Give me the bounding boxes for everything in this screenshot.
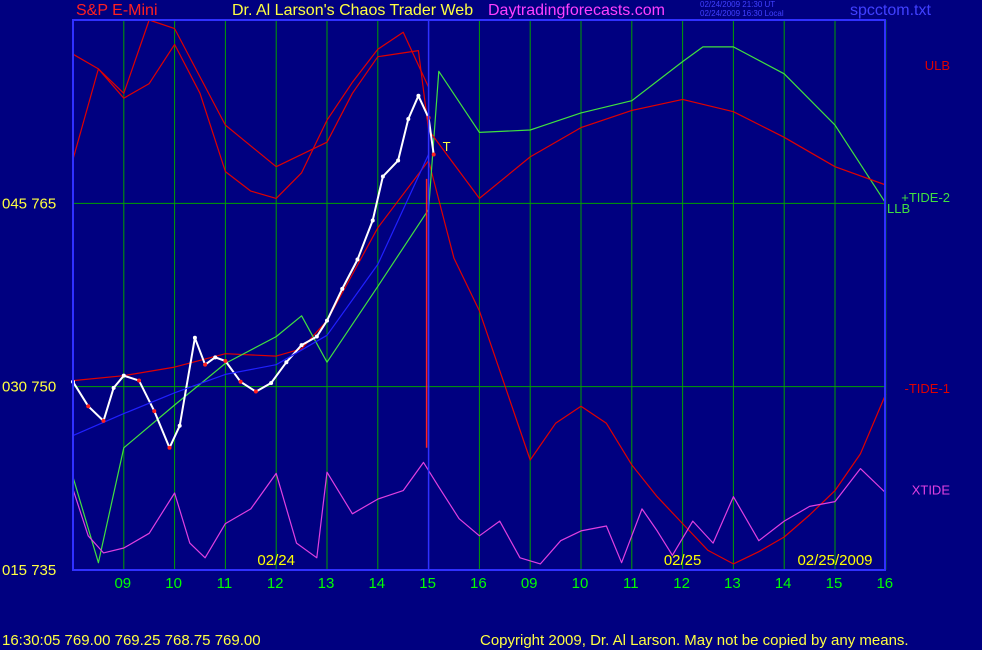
- price-point: [406, 117, 411, 121]
- x-tick-label: 11: [623, 575, 639, 592]
- price-point: [416, 93, 421, 98]
- price-point: [238, 379, 243, 384]
- plot-frame: [72, 19, 886, 571]
- price-point: [253, 389, 258, 394]
- series-label-tide-2: +TIDE-2: [901, 190, 950, 205]
- x-tick-label: 15: [826, 575, 843, 592]
- price-point: [431, 152, 436, 157]
- price-point: [86, 404, 91, 409]
- series-label-llb: LLB: [887, 201, 910, 216]
- date-label: 02/25: [664, 552, 702, 569]
- price-point: [203, 362, 208, 367]
- label-layer: 045 765 030 750 015 735 09 10 11 12 13 14 15 16 09 1…: [2, 58, 950, 592]
- symbol-title: S&P E-Mini: [76, 2, 158, 19]
- ut-timestamp: 02/24/2009 21:30 UT: [700, 0, 776, 9]
- y-axis-label: 030 750: [2, 379, 56, 396]
- price-point: [340, 286, 345, 291]
- chart-title: Dr. Al Larson's Chaos Trader Web: [232, 2, 474, 19]
- y-axis-label: 015 735: [2, 562, 56, 579]
- price-point: [177, 423, 182, 428]
- series-label-ulb: ULB: [925, 58, 950, 73]
- series-line-xtide: [72, 461, 887, 565]
- x-tick-label: 16: [470, 575, 487, 592]
- x-tick-label: 11: [217, 575, 233, 592]
- series-line-llb: [72, 160, 887, 565]
- y-axis-label: 045 765: [2, 195, 56, 212]
- date-label: 02/25/2009: [797, 552, 872, 569]
- x-tick-label: 16: [876, 575, 893, 592]
- x-tick-label: 09: [114, 575, 131, 592]
- x-tick-label: 13: [318, 575, 335, 592]
- x-tick-label: 10: [165, 575, 182, 592]
- site-link[interactable]: Daytradingforecasts.com: [488, 2, 665, 19]
- price-point: [380, 174, 385, 179]
- series-line-tide-1: [72, 19, 887, 199]
- price-point: [101, 418, 106, 423]
- x-tick-label: 12: [673, 575, 690, 592]
- price-point: [314, 334, 319, 339]
- grid-layer: [73, 20, 887, 570]
- x-tick-label: 09: [521, 575, 538, 592]
- price-point: [325, 318, 329, 323]
- price-point: [192, 335, 197, 340]
- price-point: [284, 360, 289, 365]
- x-tick-label: 14: [775, 575, 792, 592]
- price-point: [152, 409, 157, 414]
- series-line-average: [72, 154, 430, 437]
- price-point: [355, 257, 360, 262]
- price-point: [223, 359, 228, 363]
- price-point: [370, 218, 375, 223]
- series-line-tide-2: [72, 46, 887, 564]
- series-layer: [71, 19, 887, 570]
- price-point: [137, 378, 142, 383]
- x-tick-label: 10: [572, 575, 589, 592]
- x-tick-label: 13: [724, 575, 741, 592]
- price-point: [213, 355, 218, 360]
- series-line-ulb: [72, 31, 430, 199]
- price-point: [121, 373, 126, 378]
- date-label: 02/24: [257, 552, 295, 569]
- data-file-name: spcctom.txt: [850, 2, 931, 19]
- price-point: [396, 158, 401, 163]
- price-point: [299, 343, 304, 348]
- price-point: [111, 385, 116, 390]
- copyright-notice: Copyright 2009, Dr. Al Larson. May not b…: [480, 632, 909, 649]
- time-marker-label: T: [443, 139, 451, 154]
- x-tick-label: 12: [267, 575, 284, 592]
- local-timestamp: 02/24/2009 16:30 Local: [700, 9, 784, 18]
- x-tick-label: 15: [419, 575, 436, 592]
- price-point: [269, 381, 274, 385]
- series-label-tide-1: -TIDE-1: [905, 381, 951, 396]
- quote-line: 16:30:05 769.00 769.25 768.75 769.00: [2, 632, 261, 649]
- series-label-xtide: XTIDE: [912, 482, 951, 497]
- price-point: [167, 445, 172, 450]
- x-tick-label: 14: [368, 575, 385, 592]
